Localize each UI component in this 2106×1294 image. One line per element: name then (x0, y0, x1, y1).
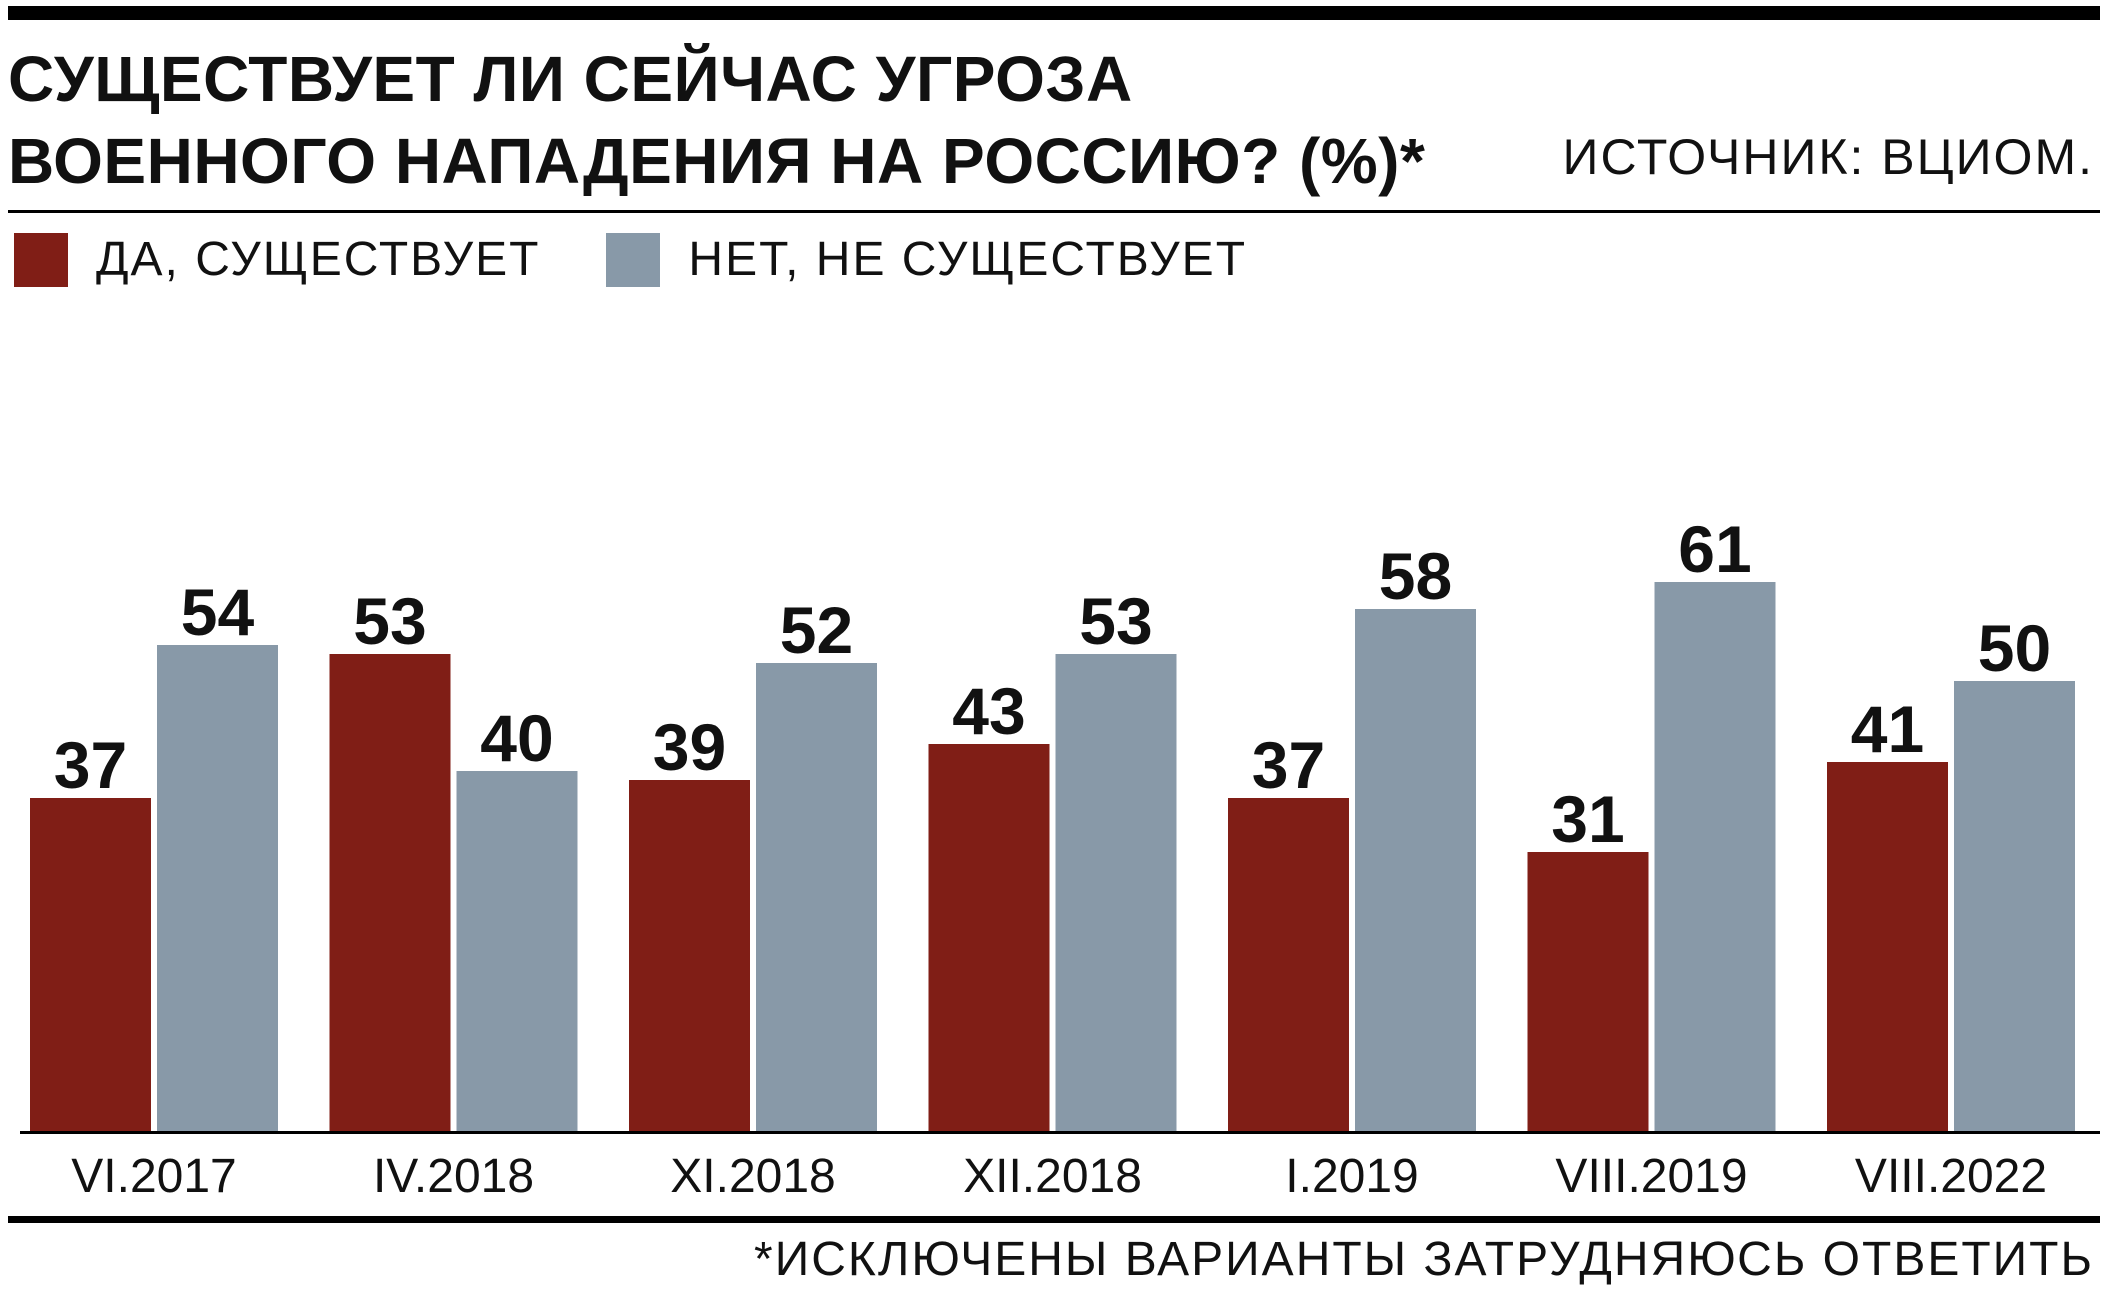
legend-swatch-no (606, 232, 661, 287)
top-rule (8, 6, 2100, 20)
category-label-0: VI.2017 (71, 1150, 236, 1203)
category-label-2: XI.2018 (670, 1150, 835, 1203)
bar-yes-3 (928, 744, 1050, 1131)
title-line-2: ВОЕННОГО НАПАДЕНИЯ НА РОССИЮ? (%)* (8, 125, 1426, 197)
bar-yes-1 (329, 654, 451, 1131)
value-label-yes-0: 37 (54, 728, 127, 802)
value-label-no-2: 52 (780, 593, 853, 667)
title-line-1: СУЩЕСТВУЕТ ЛИ СЕЙЧАС УГРОЗА (8, 43, 1133, 115)
bar-no-5 (1654, 582, 1776, 1131)
value-label-yes-5: 31 (1551, 782, 1624, 856)
bar-yes-5 (1527, 852, 1649, 1131)
bottom-rule (8, 1216, 2100, 1223)
bar-yes-2 (629, 780, 750, 1131)
value-label-yes-3: 43 (952, 674, 1025, 748)
bar-no-4 (1355, 609, 1476, 1131)
bar-yes-6 (1827, 762, 1948, 1131)
source-label: ИСТОЧНИК: ВЦИОМ. (1562, 129, 2094, 185)
chart-title: СУЩЕСТВУЕТ ЛИ СЕЙЧАС УГРОЗА ВОЕННОГО НАП… (8, 38, 1508, 202)
category-label-1: IV.2018 (373, 1150, 534, 1203)
category-label-5: VIII.2019 (1555, 1150, 1747, 1203)
value-label-no-3: 53 (1079, 584, 1152, 658)
value-label-no-5: 61 (1678, 512, 1751, 586)
value-label-no-6: 50 (1978, 611, 2051, 685)
category-label-3: XII.2018 (963, 1150, 1142, 1203)
bar-yes-0 (30, 798, 151, 1131)
value-label-no-0: 54 (181, 575, 255, 649)
bar-no-0 (157, 645, 278, 1131)
legend-item-yes: ДА, СУЩЕСТВУЕТ (14, 232, 540, 287)
value-label-yes-1: 53 (353, 584, 426, 658)
value-label-no-4: 58 (1379, 539, 1452, 613)
legend-item-no: НЕТ, НЕ СУЩЕСТВУЕТ (606, 232, 1247, 287)
value-label-yes-4: 37 (1252, 728, 1325, 802)
header-divider (8, 210, 2100, 213)
bar-no-3 (1055, 654, 1177, 1131)
category-label-4: I.2019 (1285, 1150, 1418, 1203)
bar-no-1 (456, 771, 578, 1131)
value-label-yes-6: 41 (1851, 692, 1924, 766)
bar-no-6 (1954, 681, 2075, 1131)
bar-yes-4 (1228, 798, 1349, 1131)
legend-swatch-yes (14, 232, 68, 287)
footnote: *ИСКЛЮЧЕНЫ ВАРИАНТЫ ЗАТРУДНЯЮСЬ ОТВЕТИТЬ (754, 1233, 2094, 1286)
bar-no-2 (756, 663, 877, 1131)
value-label-no-1: 40 (480, 701, 553, 775)
legend-label-yes: ДА, СУЩЕСТВУЕТ (96, 233, 541, 286)
value-label-yes-2: 39 (653, 710, 726, 784)
legend: ДА, СУЩЕСТВУЕТ НЕТ, НЕ СУЩЕСТВУЕТ (14, 232, 1313, 287)
category-label-6: VIII.2022 (1855, 1150, 2047, 1203)
legend-label-no: НЕТ, НЕ СУЩЕСТВУЕТ (688, 233, 1248, 286)
